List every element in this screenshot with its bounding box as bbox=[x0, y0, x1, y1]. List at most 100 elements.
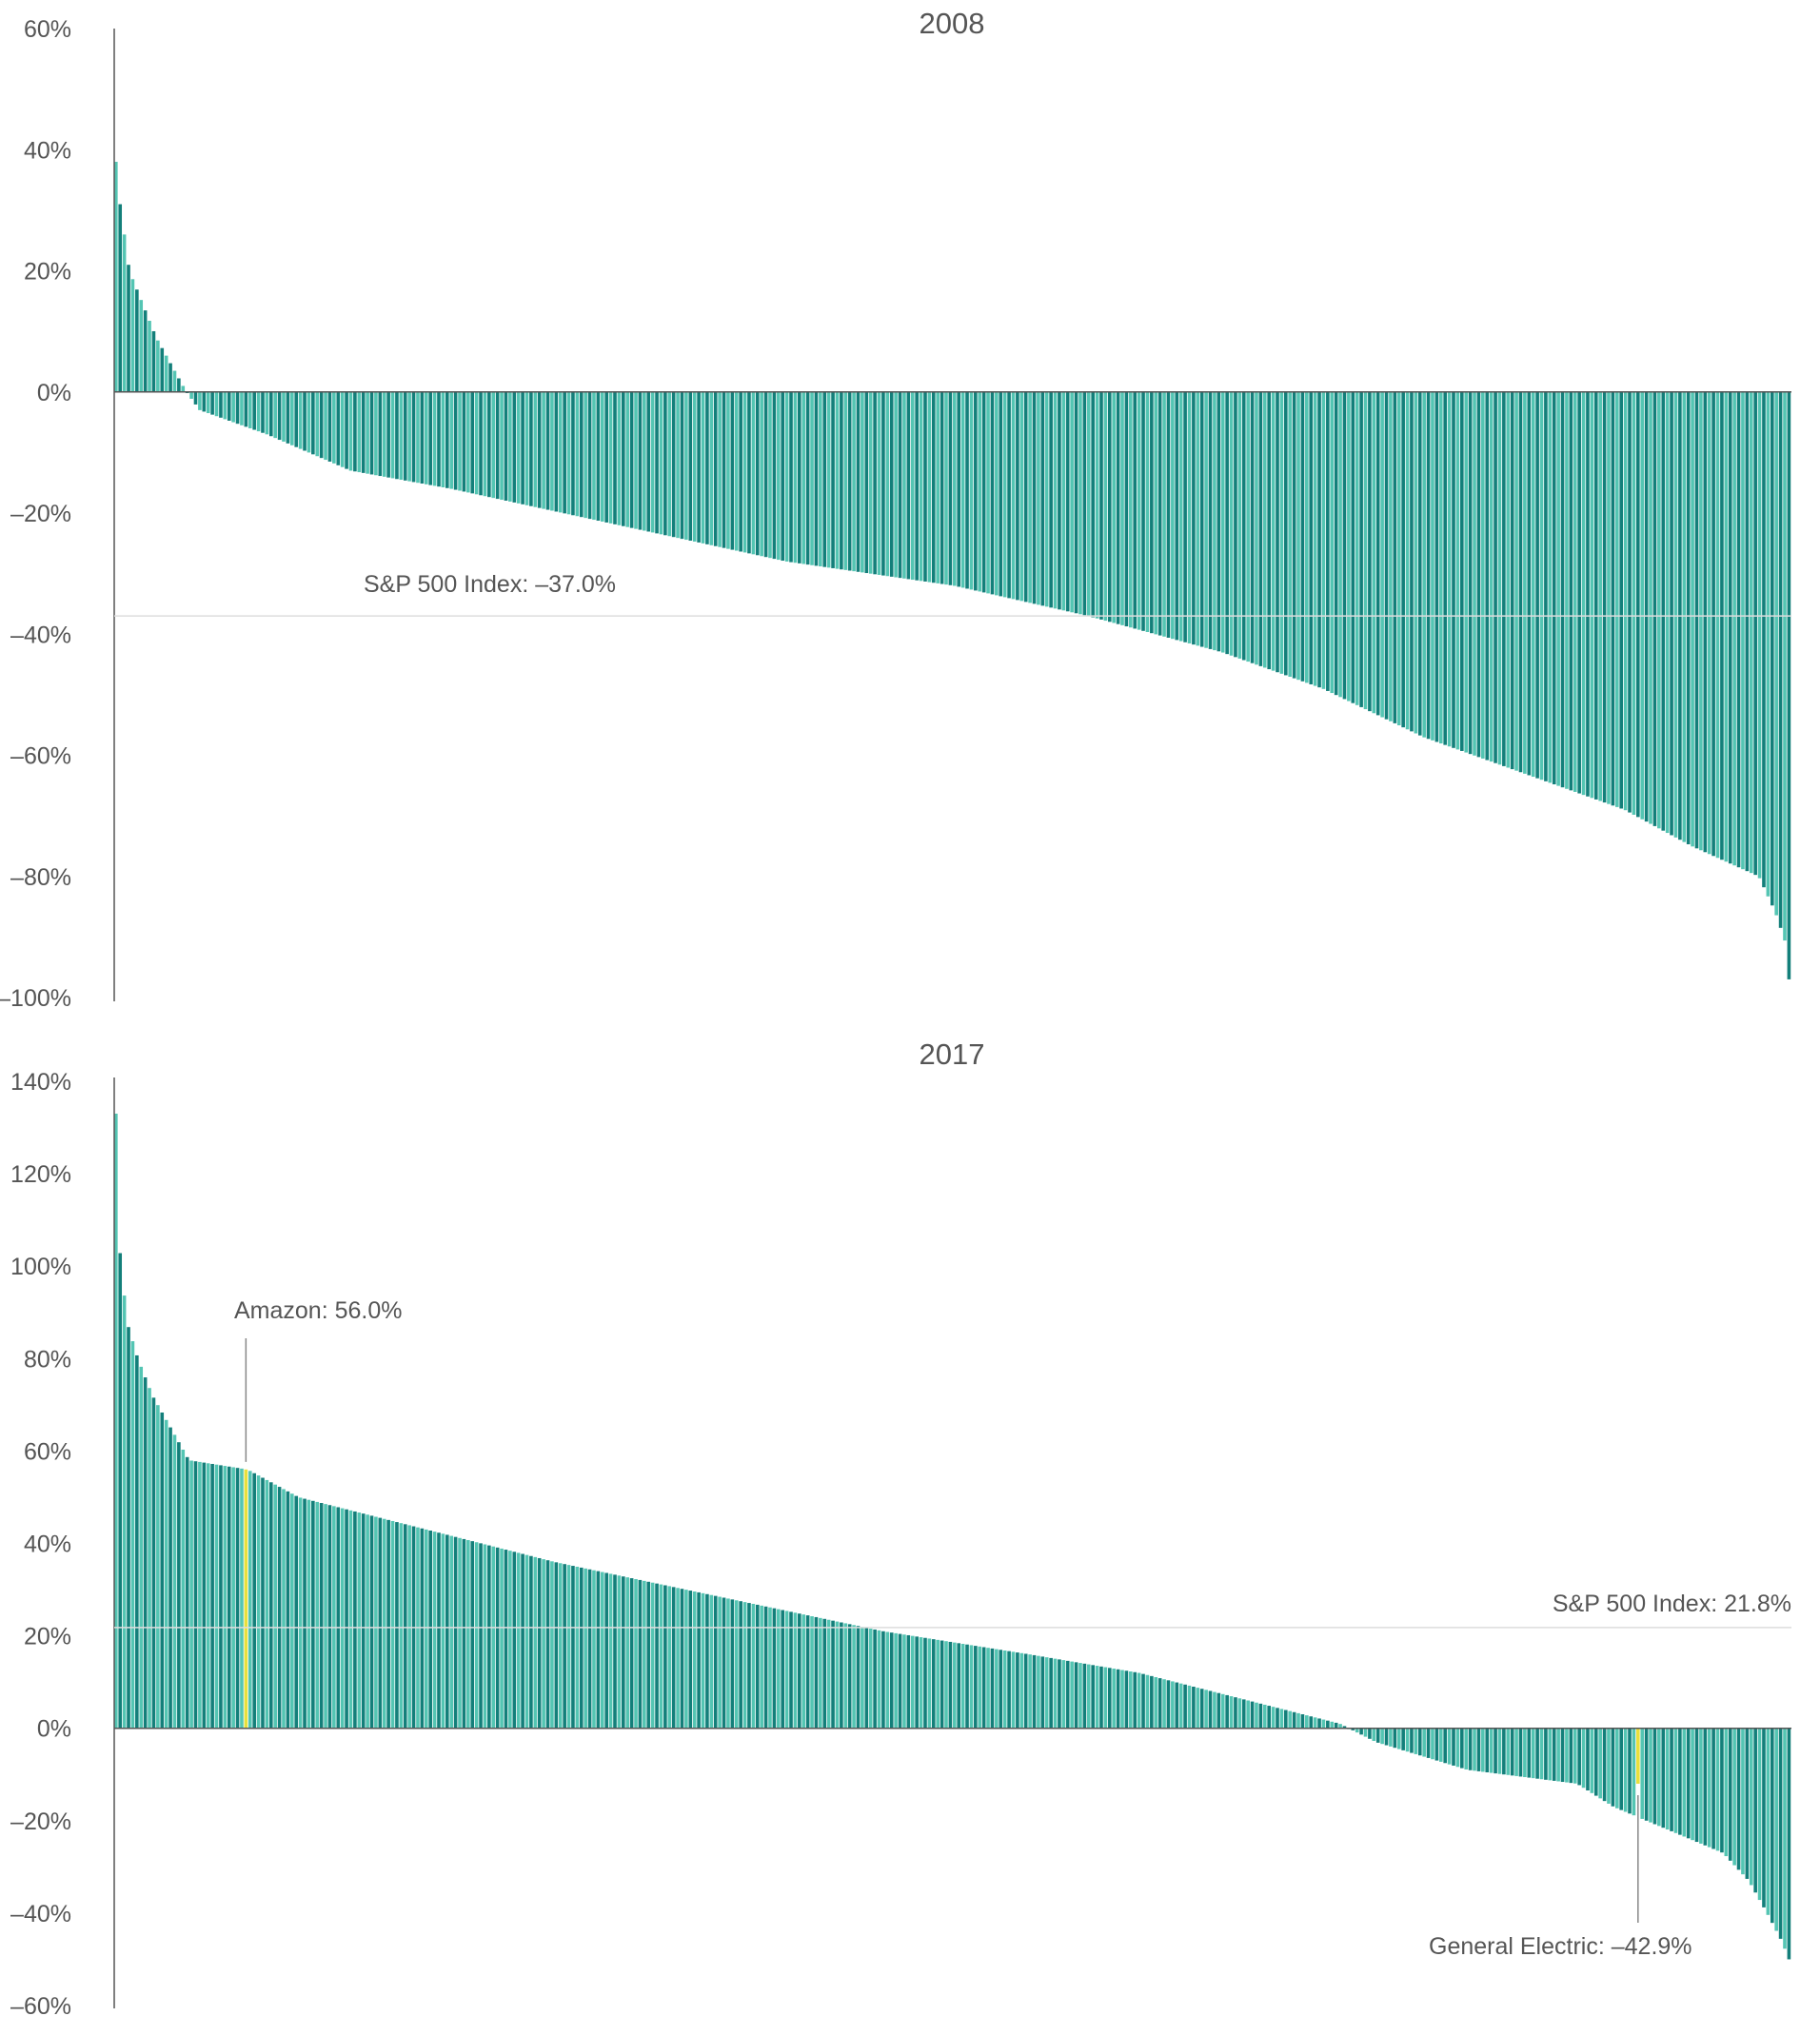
bar bbox=[789, 1611, 793, 1729]
bar bbox=[1234, 1697, 1237, 1729]
bar bbox=[957, 1643, 961, 1729]
bar bbox=[1086, 1664, 1091, 1729]
bar bbox=[701, 1592, 705, 1729]
bar bbox=[889, 391, 894, 577]
bar bbox=[1225, 1694, 1229, 1729]
bar bbox=[445, 1534, 449, 1729]
bar bbox=[483, 391, 487, 497]
bar bbox=[965, 1644, 969, 1729]
bar bbox=[960, 1644, 965, 1729]
bar bbox=[441, 391, 445, 487]
bar bbox=[399, 391, 404, 481]
bar bbox=[428, 391, 432, 485]
bar bbox=[1032, 1654, 1037, 1729]
bar bbox=[252, 1473, 256, 1729]
bar bbox=[231, 1467, 235, 1729]
bar bbox=[822, 391, 827, 567]
bar bbox=[437, 391, 441, 487]
bar bbox=[877, 391, 881, 575]
bar bbox=[722, 391, 726, 548]
bar bbox=[500, 1548, 504, 1729]
bar bbox=[1691, 1728, 1694, 1841]
bar bbox=[369, 1515, 374, 1729]
bar bbox=[1150, 1675, 1154, 1729]
bar bbox=[944, 1641, 948, 1729]
bar bbox=[508, 1551, 512, 1729]
bar bbox=[1133, 391, 1138, 629]
index-line-label: S&P 500 Index: –37.0% bbox=[364, 571, 616, 598]
bar bbox=[411, 391, 416, 483]
bar bbox=[327, 1505, 332, 1729]
y-tick-label: 100% bbox=[10, 1254, 71, 1280]
bar bbox=[453, 1536, 458, 1729]
bar bbox=[705, 391, 709, 544]
bar bbox=[1326, 391, 1330, 691]
bar bbox=[1703, 391, 1708, 853]
bar bbox=[1762, 1728, 1766, 1908]
bar bbox=[1380, 391, 1384, 718]
y-axis-ticks: 140% 120% 100% 80% 60% 40% 20% 0% –20% –40% –60% bbox=[10, 1069, 71, 2020]
bar bbox=[193, 1461, 198, 1729]
bar bbox=[1229, 391, 1234, 656]
bar bbox=[667, 391, 672, 537]
bar bbox=[1745, 1728, 1750, 1879]
bar bbox=[1736, 391, 1741, 868]
bar bbox=[923, 391, 927, 582]
bar bbox=[1116, 391, 1120, 624]
bar bbox=[357, 1512, 362, 1729]
bar bbox=[495, 1547, 500, 1729]
bar bbox=[1342, 391, 1347, 700]
bar bbox=[311, 1500, 315, 1729]
bar bbox=[1246, 1700, 1250, 1729]
bar bbox=[831, 1620, 835, 1729]
bar bbox=[1011, 1651, 1016, 1729]
bar bbox=[910, 391, 915, 581]
bar bbox=[151, 330, 156, 392]
y-tick-label: 0% bbox=[37, 380, 71, 406]
bar bbox=[910, 1635, 915, 1729]
bar bbox=[424, 1529, 428, 1729]
bar bbox=[781, 1610, 785, 1729]
bar bbox=[151, 1397, 156, 1729]
bar bbox=[659, 1584, 663, 1729]
bar bbox=[516, 1552, 521, 1729]
bar bbox=[1124, 1670, 1129, 1729]
bar bbox=[1787, 391, 1791, 979]
bar bbox=[1401, 1728, 1405, 1750]
bar bbox=[1552, 1728, 1556, 1781]
bar bbox=[424, 391, 428, 484]
bar bbox=[1447, 391, 1452, 747]
bar bbox=[1762, 391, 1766, 888]
bar bbox=[819, 1617, 822, 1729]
bar bbox=[1611, 1728, 1615, 1807]
bar bbox=[1074, 1662, 1078, 1729]
y-tick-label: 120% bbox=[10, 1161, 71, 1188]
bar bbox=[420, 391, 425, 484]
bar bbox=[189, 391, 193, 399]
bar bbox=[629, 391, 634, 528]
bar bbox=[164, 1419, 168, 1729]
bar bbox=[1652, 1728, 1657, 1825]
bar bbox=[1053, 1658, 1058, 1729]
bar bbox=[798, 391, 801, 563]
bar bbox=[1438, 391, 1443, 744]
bar bbox=[915, 1636, 919, 1729]
bar bbox=[784, 1611, 789, 1729]
bar bbox=[1246, 391, 1250, 662]
bar bbox=[1686, 1728, 1691, 1839]
bar bbox=[1586, 391, 1590, 797]
bar bbox=[550, 1561, 554, 1729]
bar bbox=[1217, 391, 1221, 652]
bar bbox=[336, 391, 341, 465]
bar bbox=[1614, 391, 1619, 807]
bar bbox=[1220, 1693, 1225, 1729]
bar bbox=[1241, 391, 1246, 661]
bar bbox=[969, 1645, 974, 1729]
bar bbox=[214, 391, 219, 417]
bar bbox=[974, 1646, 978, 1729]
bar bbox=[449, 1535, 454, 1729]
bar bbox=[458, 391, 462, 491]
bar bbox=[118, 1253, 123, 1729]
bar bbox=[906, 391, 911, 580]
bar bbox=[1065, 391, 1070, 612]
